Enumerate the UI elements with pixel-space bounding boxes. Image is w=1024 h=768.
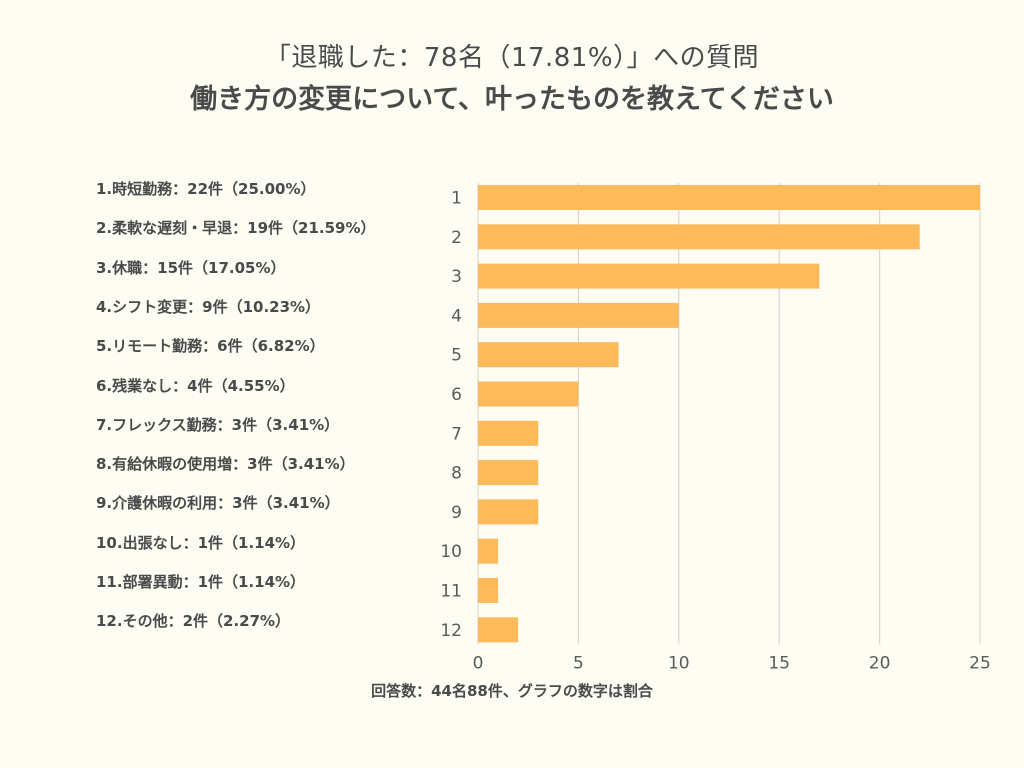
bar: [478, 420, 539, 446]
legend-item: 11.部署異動：1件（1.14%）: [96, 573, 306, 591]
x-tick-label: 25: [969, 653, 991, 673]
legend-item: 1.時短勤務：22件（25.00%）: [96, 180, 316, 198]
y-tick-label: 9: [451, 503, 462, 523]
bar: [478, 381, 579, 407]
legend-item: 2.柔軟な遅刻・早退：19件（21.59%）: [96, 219, 376, 238]
chart-footnote: 回答数：44名88件、グラフの数字は割合: [371, 682, 653, 700]
x-tick-label: 20: [869, 653, 891, 673]
bar: [478, 263, 820, 289]
y-tick-label: 12: [440, 621, 462, 641]
legend-item: 6.残業なし：4件（4.55%）: [96, 376, 295, 395]
chart-subtitle: 「退職した：78名（17.81%）」への質問: [264, 43, 760, 73]
legend-item: 7.フレックス勤務：3件（3.41%）: [96, 415, 340, 434]
y-tick-label: 4: [451, 306, 462, 326]
legend-item: 4.シフト変更：9件（10.23%）: [96, 297, 321, 316]
x-tick-label: 0: [473, 653, 484, 673]
y-tick-label: 6: [451, 385, 462, 405]
bar: [478, 578, 499, 603]
bar: [478, 302, 679, 328]
y-tick-label: 3: [451, 267, 462, 287]
y-tick-label: 1: [451, 189, 462, 209]
legend-item: 8.有給休暇の使用増：3件（3.41%）: [96, 455, 355, 474]
bar: [478, 499, 539, 525]
x-tick-label: 5: [573, 653, 584, 673]
bar: [478, 342, 619, 368]
chart-header: 「退職した：78名（17.81%）」への質問 働き方の変更について、叶ったものを…: [0, 38, 1024, 120]
y-tick-label: 2: [451, 228, 462, 248]
y-tick-label: 7: [451, 424, 462, 444]
chart-title: 働き方の変更について、叶ったものを教えてください: [190, 84, 834, 115]
y-tick-label: 10: [440, 542, 462, 562]
y-tick-label: 5: [451, 346, 462, 366]
legend-item: 3.休職：15件（17.05%）: [96, 258, 286, 277]
legend-item: 10.出張なし：1件（1.14%）: [96, 533, 306, 552]
legend-item: 9.介護休暇の利用：3件（3.41%）: [96, 494, 340, 513]
x-tick-label: 10: [668, 653, 690, 673]
bar: [478, 460, 539, 486]
x-tick-label: 15: [768, 653, 790, 673]
bar: [478, 185, 980, 210]
legend-item: 12.その他：2件（2.27%）: [96, 612, 291, 631]
bar: [478, 224, 920, 250]
bar: [478, 538, 499, 564]
y-tick-label: 11: [440, 582, 462, 602]
y-tick-label: 8: [451, 464, 462, 484]
legend-item: 5.リモート勤務：6件（6.82%）: [96, 337, 325, 356]
bar: [478, 617, 519, 643]
